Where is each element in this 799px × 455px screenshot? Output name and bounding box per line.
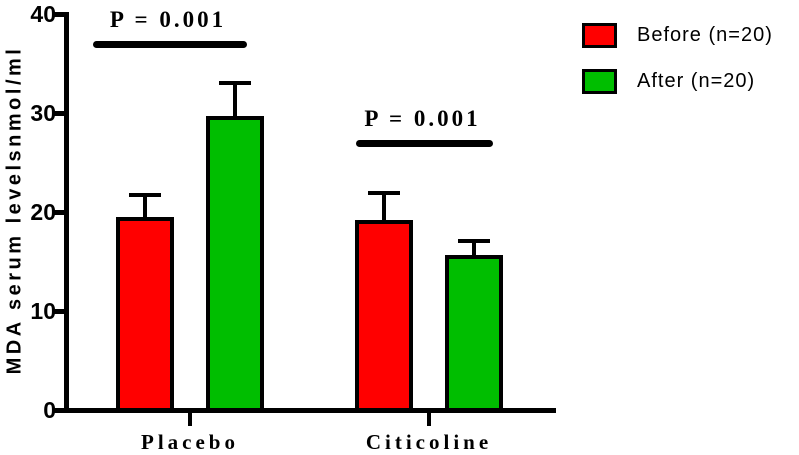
error-bar-stem: [382, 193, 386, 224]
x-tick-mark: [427, 413, 431, 426]
y-tick-label: 0: [43, 397, 56, 423]
legend-swatch-after: [582, 69, 617, 94]
x-axis-line: [64, 408, 556, 413]
x-category-label: Placebo: [141, 430, 239, 454]
error-bar-stem: [143, 195, 147, 221]
legend: Before (n=20) After (n=20): [582, 23, 773, 115]
y-axis-line: [64, 12, 69, 413]
error-bar-stem: [233, 83, 237, 120]
error-bar-cap: [129, 193, 161, 198]
error-bar-cap: [458, 238, 490, 243]
y-tick-mark: [53, 408, 64, 413]
y-tick-mark: [53, 111, 64, 116]
bar-placebo-before: [116, 216, 174, 412]
legend-item-before: Before (n=20): [582, 23, 773, 48]
p-value-label: P = 0.001: [364, 105, 481, 131]
significance-line: [93, 40, 247, 48]
error-bar-cap: [219, 81, 251, 86]
legend-swatch-before: [582, 23, 617, 48]
legend-label: After (n=20): [637, 70, 756, 92]
y-tick-label: 30: [30, 100, 56, 126]
y-tick-label: 40: [30, 1, 56, 27]
bar-placebo-after: [206, 115, 264, 412]
y-tick-mark: [53, 12, 64, 17]
x-tick-mark: [188, 413, 192, 426]
p-value-label: P = 0.001: [109, 6, 227, 32]
y-tick-label: 20: [30, 199, 56, 225]
legend-item-after: After (n=20): [582, 69, 773, 94]
error-bar-cap: [368, 191, 400, 196]
bar-citicoline-before: [355, 219, 413, 412]
y-tick-mark: [53, 309, 64, 314]
significance-line: [356, 139, 493, 147]
y-tick-label: 10: [30, 298, 56, 324]
error-bar-stem: [472, 240, 476, 259]
bar-citicoline-after: [445, 254, 503, 412]
y-tick-mark: [53, 210, 64, 215]
legend-label: Before (n=20): [637, 24, 773, 46]
x-category-label: Citicoline: [365, 430, 493, 454]
